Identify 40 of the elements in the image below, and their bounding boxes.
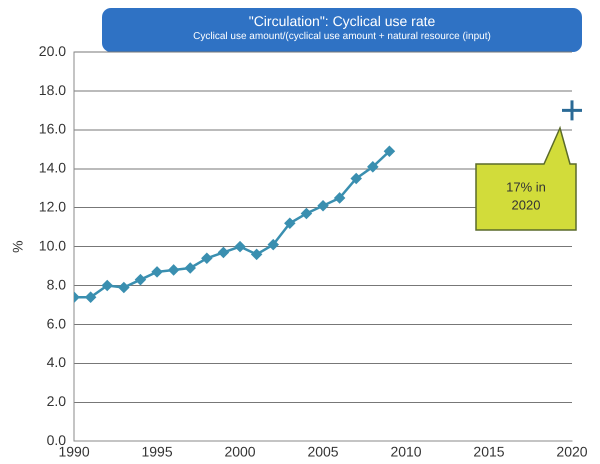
x-tick-label: 2020	[556, 443, 588, 460]
point	[384, 146, 395, 156]
point	[102, 280, 112, 291]
y-tick-label: 10.0	[38, 237, 66, 254]
point	[168, 264, 179, 276]
y-tick-label: 16.0	[38, 120, 66, 137]
y-tick-label: 14.0	[38, 160, 66, 176]
point	[284, 218, 296, 228]
y-tick-label: 20.0	[38, 42, 66, 59]
point	[218, 247, 229, 258]
point	[251, 249, 262, 260]
point	[135, 274, 146, 285]
y-axis-title: %	[9, 240, 26, 253]
point	[202, 253, 212, 264]
x-tick-label: 2000	[224, 443, 256, 460]
y-tick-label: 2.0	[46, 393, 66, 410]
y-tick-label: 4.0	[46, 354, 66, 370]
y-tick-label: 12.0	[38, 198, 66, 215]
y-tick-label: 6.0	[46, 315, 66, 332]
point	[560, 98, 584, 122]
point	[334, 192, 345, 204]
point	[268, 239, 278, 250]
y-tick-label: 18.0	[38, 82, 66, 98]
x-tick-label: 2010	[390, 443, 422, 460]
y-tick-label: 8.0	[46, 276, 66, 292]
point	[85, 292, 96, 302]
point	[184, 262, 196, 274]
point	[301, 208, 312, 219]
annotation: 17% in 2020	[506, 180, 546, 213]
point	[118, 282, 130, 293]
x-tick-label: 2015	[473, 443, 505, 460]
x-tick-label: 2005	[307, 443, 339, 460]
point	[350, 173, 362, 184]
point	[318, 200, 328, 211]
chart-title: "Circulation": Cyclical use rate	[248, 13, 436, 29]
point	[368, 162, 378, 172]
x-tick-label: 1995	[141, 443, 173, 460]
point	[152, 266, 162, 278]
chart-subtitle: Cyclical use amount/(cyclical use amount + natural resource (input)	[192, 31, 492, 42]
point	[234, 241, 246, 252]
